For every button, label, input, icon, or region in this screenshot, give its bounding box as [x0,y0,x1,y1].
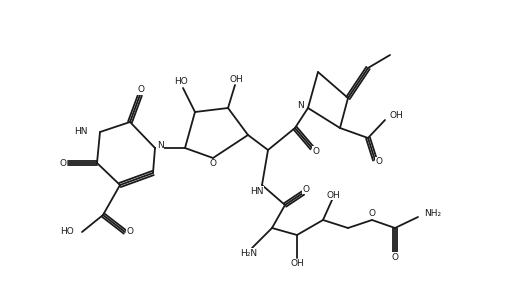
Text: N: N [157,140,164,149]
Text: HO: HO [174,77,188,86]
Text: O: O [303,184,309,194]
Text: O: O [126,227,134,236]
Text: HO: HO [60,227,74,236]
Text: HN: HN [250,187,264,196]
Text: OH: OH [390,112,404,121]
Text: NH₂: NH₂ [424,209,441,218]
Text: OH: OH [290,260,304,268]
Text: H₂N: H₂N [241,248,258,257]
Text: N: N [297,100,304,109]
Text: O: O [375,158,382,166]
Text: OH: OH [229,74,243,83]
Text: HN: HN [75,128,88,136]
Text: O: O [209,160,217,169]
Text: O: O [392,253,398,262]
Text: O: O [59,158,67,167]
Text: O: O [369,208,375,217]
Text: O: O [312,146,319,155]
Text: O: O [138,85,144,94]
Text: OH: OH [326,190,340,200]
